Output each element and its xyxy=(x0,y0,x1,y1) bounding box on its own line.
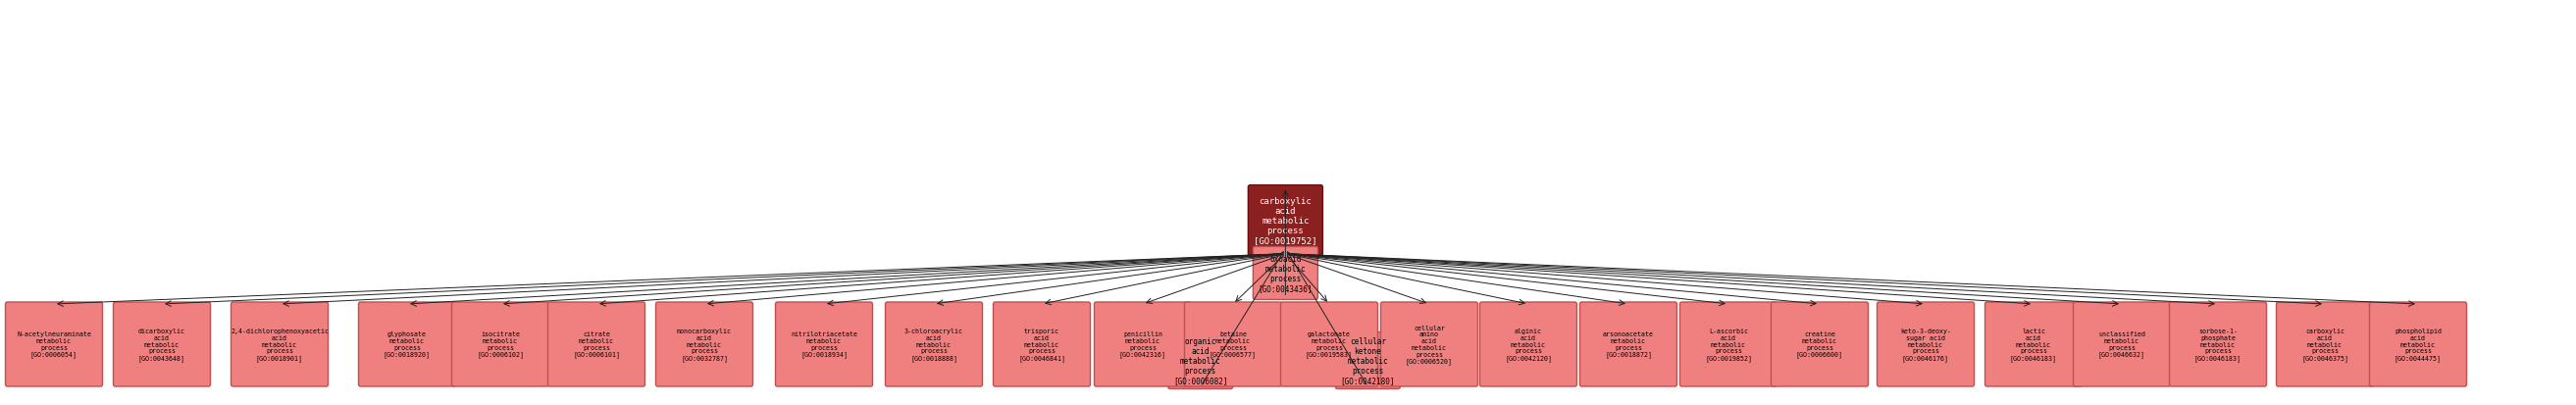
FancyBboxPatch shape xyxy=(1280,302,1378,386)
Text: 2,4-dichlorophenoxyacetic
acid
metabolic
process
[GO:0018901]: 2,4-dichlorophenoxyacetic acid metabolic… xyxy=(229,328,330,361)
Text: carboxylic
acid
metabolic
process
[GO:0019752]: carboxylic acid metabolic process [GO:00… xyxy=(1255,197,1316,245)
FancyBboxPatch shape xyxy=(1252,247,1319,300)
Text: alginic
acid
metabolic
process
[GO:0042120]: alginic acid metabolic process [GO:00421… xyxy=(1504,328,1551,361)
Text: galactonate
metabolic
process
[GO:0019583]: galactonate metabolic process [GO:001958… xyxy=(1306,331,1352,358)
Text: unclassified
metabolic
process
[GO:0046632]: unclassified metabolic process [GO:00466… xyxy=(2099,331,2146,358)
FancyBboxPatch shape xyxy=(1986,302,2081,386)
FancyBboxPatch shape xyxy=(1479,302,1577,386)
Text: keto-3-deoxy-
sugar acid
metabolic
process
[GO:0046176]: keto-3-deoxy- sugar acid metabolic proce… xyxy=(1901,328,1950,361)
Text: lactic
acid
metabolic
process
[GO:0046183]: lactic acid metabolic process [GO:004618… xyxy=(2009,328,2058,361)
FancyBboxPatch shape xyxy=(2074,302,2172,386)
FancyBboxPatch shape xyxy=(1878,302,1973,386)
FancyBboxPatch shape xyxy=(994,302,1090,386)
Text: sorbose-1-
phosphate
metabolic
process
[GO:0046183]: sorbose-1- phosphate metabolic process [… xyxy=(2195,328,2241,361)
FancyBboxPatch shape xyxy=(1334,332,1401,389)
FancyBboxPatch shape xyxy=(775,302,873,386)
Text: dicarboxylic
acid
metabolic
process
[GO:0043648]: dicarboxylic acid metabolic process [GO:… xyxy=(139,328,185,361)
FancyBboxPatch shape xyxy=(549,302,644,386)
FancyBboxPatch shape xyxy=(358,302,456,386)
Text: nitrilotriacetate
metabolic
process
[GO:0018934]: nitrilotriacetate metabolic process [GO:… xyxy=(791,331,858,358)
FancyBboxPatch shape xyxy=(232,302,327,386)
FancyBboxPatch shape xyxy=(657,302,752,386)
Text: penicillin
metabolic
process
[GO:0042316]: penicillin metabolic process [GO:0042316… xyxy=(1121,331,1167,358)
FancyBboxPatch shape xyxy=(5,302,103,386)
Text: N-acetylneuraminate
metabolic
process
[GO:0006054]: N-acetylneuraminate metabolic process [G… xyxy=(15,331,90,358)
FancyBboxPatch shape xyxy=(1095,302,1190,386)
Text: organic
acid
metabolic
process
[GO:0006082]: organic acid metabolic process [GO:00060… xyxy=(1172,337,1229,384)
Text: betaine
metabolic
process
[GO:0006577]: betaine metabolic process [GO:0006577] xyxy=(1211,331,1257,358)
Text: cellular
amino
acid
metabolic
process
[GO:0006520]: cellular amino acid metabolic process [G… xyxy=(1406,324,1453,364)
FancyBboxPatch shape xyxy=(1772,302,1868,386)
FancyBboxPatch shape xyxy=(1680,302,1777,386)
Text: citrate
metabolic
process
[GO:0006101]: citrate metabolic process [GO:0006101] xyxy=(572,331,621,358)
Text: phospholipid
acid
metabolic
process
[GO:0044475]: phospholipid acid metabolic process [GO:… xyxy=(2396,328,2442,361)
FancyBboxPatch shape xyxy=(2277,302,2372,386)
FancyBboxPatch shape xyxy=(451,302,549,386)
Text: isocitrate
metabolic
process
[GO:0006102]: isocitrate metabolic process [GO:0006102… xyxy=(477,331,523,358)
FancyBboxPatch shape xyxy=(113,302,211,386)
Text: arsonoacetate
metabolic
process
[GO:0018872]: arsonoacetate metabolic process [GO:0018… xyxy=(1602,331,1654,358)
Text: oxoacid
metabolic
process
[GO:0043436]: oxoacid metabolic process [GO:0043436] xyxy=(1257,254,1314,292)
FancyBboxPatch shape xyxy=(886,302,981,386)
FancyBboxPatch shape xyxy=(1381,302,1479,386)
Text: monocarboxylic
acid
metabolic
process
[GO:0032787]: monocarboxylic acid metabolic process [G… xyxy=(677,328,732,361)
Text: trisporic
acid
metabolic
process
[GO:0046841]: trisporic acid metabolic process [GO:004… xyxy=(1018,328,1066,361)
Text: carboxylic
acid
metabolic
process
[GO:0046375]: carboxylic acid metabolic process [GO:00… xyxy=(2300,328,2349,361)
FancyBboxPatch shape xyxy=(2370,302,2468,386)
FancyBboxPatch shape xyxy=(1579,302,1677,386)
Text: L-ascorbic
acid
metabolic
process
[GO:0019852]: L-ascorbic acid metabolic process [GO:00… xyxy=(1705,328,1752,361)
FancyBboxPatch shape xyxy=(2169,302,2267,386)
FancyBboxPatch shape xyxy=(1167,332,1234,389)
Text: glyphosate
metabolic
process
[GO:0018920]: glyphosate metabolic process [GO:0018920… xyxy=(384,331,430,358)
FancyBboxPatch shape xyxy=(1249,185,1321,256)
Text: cellular
ketone
metabolic
process
[GO:0042180]: cellular ketone metabolic process [GO:00… xyxy=(1340,337,1396,384)
Text: 3-chloroacrylic
acid
metabolic
process
[GO:0018888]: 3-chloroacrylic acid metabolic process [… xyxy=(904,328,963,361)
Text: creatine
metabolic
process
[GO:0006600]: creatine metabolic process [GO:0006600] xyxy=(1795,331,1844,358)
FancyBboxPatch shape xyxy=(1185,302,1283,386)
